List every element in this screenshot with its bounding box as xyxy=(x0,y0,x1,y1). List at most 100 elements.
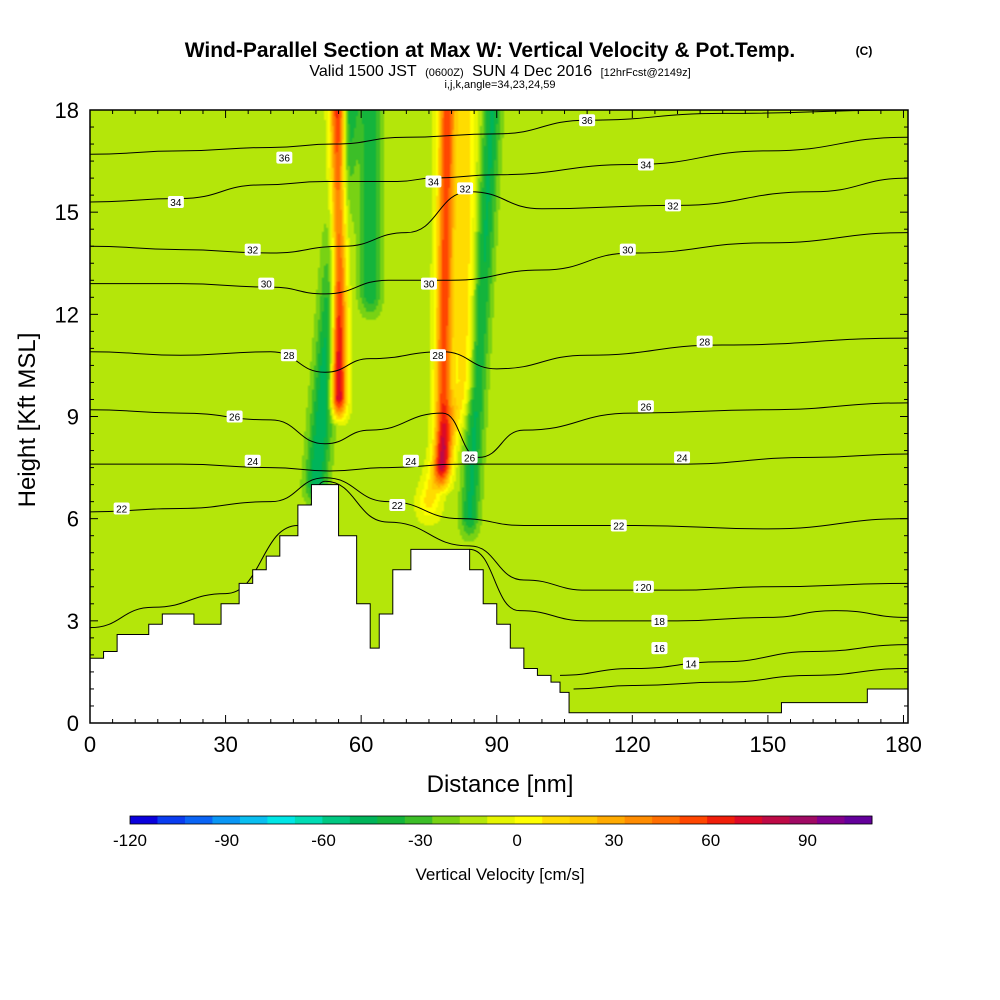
isentrope-22 xyxy=(90,477,908,530)
contour-label-text: 26 xyxy=(464,453,476,464)
colorbar-segment xyxy=(624,816,653,824)
contour-label: 30 xyxy=(619,243,636,257)
valid-time: Valid 1500 JST xyxy=(309,63,417,80)
section-indices: i,j,k,angle=34,23,24,59 xyxy=(444,79,555,91)
contour-label: 26 xyxy=(461,451,478,464)
valid-time-line: Valid 1500 JST (0600Z) SUN 4 Dec 2016 [1… xyxy=(309,63,690,80)
contour-label-text: 36 xyxy=(279,154,291,165)
contour-label: 22 xyxy=(389,499,406,512)
colorbar-label: Vertical Velocity [cm/s] xyxy=(415,865,584,884)
contour-label: 24 xyxy=(674,451,691,464)
colorbar-segment xyxy=(734,816,763,824)
contour-label-text: 32 xyxy=(247,246,259,257)
contour-label-text: 32 xyxy=(460,184,472,195)
contour-label-text: 30 xyxy=(622,246,634,257)
contour-label-text: 36 xyxy=(582,116,594,127)
contour-label-text: 28 xyxy=(699,338,711,349)
colorbar-segment xyxy=(404,816,433,824)
isentrope-24 xyxy=(90,453,908,472)
contour-label-36: 36 xyxy=(276,151,293,165)
colorbar-segment xyxy=(184,816,213,824)
y-tick-label: 0 xyxy=(67,711,79,736)
contour-label-text: 14 xyxy=(686,659,698,670)
colorbar-segment xyxy=(679,816,708,824)
colorbar-segment xyxy=(349,816,378,824)
y-tick-label: 9 xyxy=(67,405,79,430)
contour-label-text: 24 xyxy=(676,453,688,464)
contour-label: 34 xyxy=(425,175,442,189)
isentrope-26 xyxy=(90,402,908,458)
colorbar-tick-label: -60 xyxy=(311,831,336,850)
contour-label-30: 30 xyxy=(258,277,275,291)
contour-label-text: 30 xyxy=(261,280,273,291)
contour-label-text: 28 xyxy=(432,351,444,362)
title-block: Wind-Parallel Section at Max W: Vertical… xyxy=(185,39,873,91)
contour-label-26: 26 xyxy=(226,410,243,424)
contour-label-text: 26 xyxy=(640,402,652,413)
colorbar-segment xyxy=(239,816,268,824)
contour-label-text: 22 xyxy=(116,504,128,515)
x-axis-label: Distance [nm] xyxy=(427,771,574,798)
colorbar-segment xyxy=(432,816,461,824)
colorbar-tick-label: 0 xyxy=(512,831,521,850)
x-tick-label: 0 xyxy=(84,732,96,757)
contour-label-24: 24 xyxy=(244,454,261,468)
colorbar-segment xyxy=(157,816,186,824)
colorbar-segment xyxy=(789,816,818,824)
colorbar-segment xyxy=(844,816,873,824)
contour-label-text: 16 xyxy=(654,644,666,655)
contour-label: 26 xyxy=(637,400,654,413)
chart-title: Wind-Parallel Section at Max W: Vertical… xyxy=(185,39,796,62)
contour-label-text: 30 xyxy=(423,280,435,291)
colorbar-segment xyxy=(514,816,543,824)
contour-label: 32 xyxy=(457,182,474,195)
x-tick-label: 120 xyxy=(614,732,651,757)
contour-label: 36 xyxy=(579,114,596,127)
y-tick-label: 3 xyxy=(67,609,79,634)
colorbar-segment xyxy=(267,816,296,824)
valid-date: SUN 4 Dec 2016 xyxy=(472,63,592,80)
colorbar-tick-label: 30 xyxy=(604,831,623,850)
colorbar-segment xyxy=(377,816,406,824)
contour-label: 24 xyxy=(402,454,419,468)
y-tick-label: 15 xyxy=(55,200,79,225)
colorbar-segment xyxy=(597,816,626,824)
isentrope-16 xyxy=(560,644,908,676)
contour-label: 32 xyxy=(664,199,681,212)
colorbar-tick-label: -90 xyxy=(214,831,239,850)
terrain-mask xyxy=(89,484,909,724)
colorbar-segment xyxy=(817,816,846,824)
contour-label: 22 xyxy=(610,519,627,532)
y-tick-label: 6 xyxy=(67,507,79,532)
contour-label-text: 34 xyxy=(428,178,440,189)
contour-label-text: 26 xyxy=(229,413,241,424)
x-tick-label: 180 xyxy=(885,732,922,757)
contour-label-text: 22 xyxy=(613,521,625,532)
contour-label-text: 20 xyxy=(640,583,652,594)
colorbar-segment xyxy=(542,816,571,824)
colorbar-segment xyxy=(569,816,598,824)
x-tick-label: 60 xyxy=(349,732,373,757)
colorbar-segment xyxy=(459,816,488,824)
contour-label: 30 xyxy=(420,277,437,291)
plot-area: 1416182022242628303234363432302826242236… xyxy=(55,98,922,757)
colorbar-frame xyxy=(129,815,873,825)
contour-label: 20 xyxy=(637,580,654,594)
contour-label-28: 28 xyxy=(280,349,297,362)
colorbar-segment xyxy=(212,816,241,824)
contour-label: 18 xyxy=(651,614,668,628)
isentrope-30 xyxy=(90,232,908,295)
contour-label-22: 22 xyxy=(113,502,130,515)
colorbar-segment xyxy=(322,816,351,824)
colorbar-tick-label: 60 xyxy=(701,831,720,850)
isentrope-18 xyxy=(469,548,908,622)
colorbar-segment xyxy=(762,816,791,824)
colorbar-tick-label: -30 xyxy=(408,831,433,850)
colorbar-segment xyxy=(487,816,516,824)
contour-label-text: 24 xyxy=(247,457,259,468)
isentrope-20 xyxy=(90,480,908,629)
contour-label-text: 18 xyxy=(654,617,666,628)
x-tick-label: 90 xyxy=(484,732,508,757)
contour-label: 34 xyxy=(637,158,654,171)
colorbar-segment xyxy=(707,816,736,824)
